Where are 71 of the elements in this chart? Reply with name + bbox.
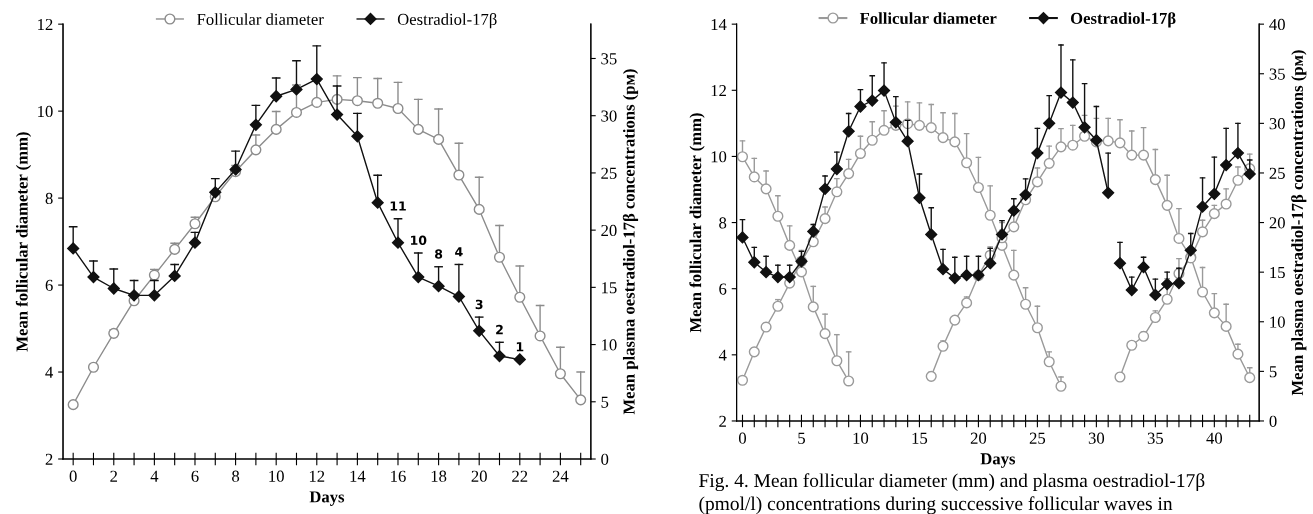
y-tick-label: 8 [45, 192, 53, 205]
x-tick-label: 2 [110, 470, 118, 482]
x-tick-label: 14 [350, 470, 366, 482]
y-tick-label: 8 [719, 217, 727, 229]
y2-tick-label: 25 [1269, 167, 1285, 179]
annotation: 4 [455, 247, 463, 257]
legend-label: Follicular diameter [197, 13, 324, 25]
y-tick-label: 4 [718, 349, 727, 361]
y2-axis-title: Mean plasma oestradiol-17β concentrations (pᴍ) [622, 69, 639, 415]
y2-tick-label: 30 [601, 110, 617, 122]
x-tick-label: 20 [970, 432, 987, 444]
caption: Fig. 4. Mean follicular diameter (mm) and plasma oestradiol-17β [699, 473, 1205, 492]
y2-tick-label: 15 [1270, 266, 1285, 279]
text: (pmol/l) concentrations during successive follicular waves in [699, 496, 1173, 514]
x-tick-label: 10 [269, 470, 284, 482]
y-tick-label: 6 [45, 279, 53, 292]
x-tick-label: 30 [1088, 432, 1105, 444]
x-tick-label: 12 [309, 470, 325, 482]
annotation: 10 [411, 235, 427, 246]
x-axis-title: Days [309, 491, 345, 506]
y2-tick-label: 5 [601, 396, 609, 408]
x-tick-label: 25 [1029, 432, 1046, 444]
x-tick-label: 20 [471, 470, 487, 482]
y2-tick-label: 20 [1269, 217, 1285, 229]
x-tick-label: 4 [150, 470, 159, 482]
y2-tick-label: 15 [602, 282, 617, 294]
x-tick-label: 16 [391, 470, 406, 482]
y-tick-label: 14 [711, 18, 727, 30]
y2-tick-label: 35 [1269, 68, 1285, 80]
x-tick-label: 0 [69, 470, 77, 482]
y-tick-label: 6 [719, 283, 727, 295]
y-tick-label: 2 [45, 453, 53, 465]
y-axis-title: Mean follicular diameter (mm) [689, 113, 705, 333]
y-axis-title: Mean follicular diameter (mm) [15, 132, 32, 352]
x-tick-label: 18 [431, 470, 447, 482]
x-tick-label: 10 [853, 432, 869, 444]
y-tick-label: 12 [711, 85, 726, 97]
y-tick-label: 12 [38, 18, 53, 30]
x-tick-label: 15 [912, 432, 928, 444]
y2-tick-label: 20 [601, 224, 617, 237]
y2-tick-label: 0 [601, 453, 609, 465]
annotation: 2 [496, 324, 503, 335]
x-tick-label: 8 [232, 470, 240, 482]
y2-tick-label: 35 [601, 53, 617, 65]
annotation: 3 [475, 299, 483, 310]
x-tick-label: 5 [798, 432, 805, 444]
y-tick-label: 4 [45, 366, 54, 378]
annotation: 1 [516, 342, 524, 352]
y2-tick-label: 10 [602, 339, 617, 351]
y-tick-label: 10 [711, 151, 727, 163]
y-tick-label: 10 [38, 105, 53, 118]
y2-tick-label: 0 [1269, 415, 1277, 427]
y2-tick-label: 10 [1270, 316, 1285, 328]
y2-tick-label: 40 [1269, 18, 1285, 31]
x-tick-label: 6 [191, 470, 199, 482]
legend-label: Oestradiol-17β [1070, 12, 1176, 28]
annotation: 8 [435, 249, 443, 259]
legend-label: Oestradiol-17β [397, 13, 497, 29]
y2-tick-label: 5 [1269, 366, 1277, 378]
annotation: 11 [390, 201, 406, 211]
x-tick-label: 22 [512, 470, 528, 482]
y-tick-label: 2 [719, 415, 726, 427]
x-tick-label: 35 [1147, 432, 1164, 444]
x-tick-label: 24 [552, 470, 569, 482]
y2-tick-label: 30 [1269, 118, 1285, 130]
y2-tick-label: 25 [601, 167, 617, 179]
x-tick-label: 0 [738, 432, 747, 444]
legend-label: Follicular diameter [859, 12, 997, 25]
y2-axis-title: Mean plasma oestradiol-17β concentrations (pᴍ) [1291, 50, 1307, 396]
x-tick-label: 40 [1206, 432, 1223, 444]
x-axis-title: Days [980, 453, 1016, 468]
